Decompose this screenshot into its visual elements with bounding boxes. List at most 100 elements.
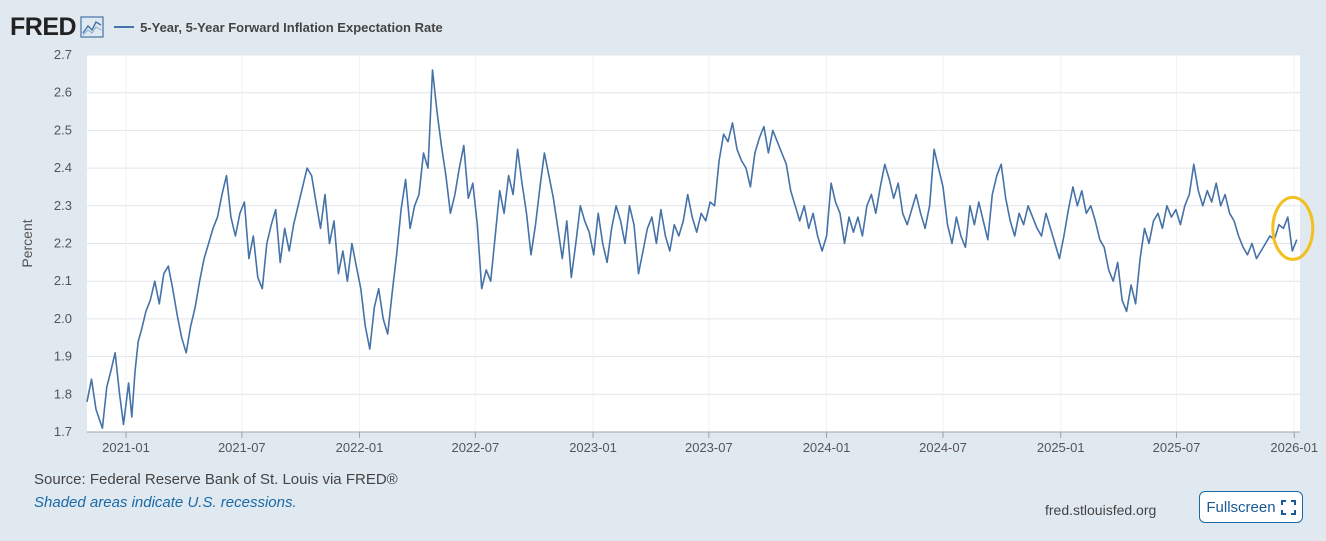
data-point[interactable] [761,124,766,129]
data-point[interactable] [255,275,260,280]
data-point[interactable] [1250,241,1255,246]
data-point[interactable] [685,192,690,197]
data-point[interactable] [614,203,619,208]
data-point[interactable] [945,222,950,227]
data-point[interactable] [726,139,731,144]
data-point[interactable] [690,215,695,220]
data-point[interactable] [408,226,413,231]
data-point[interactable] [305,166,310,171]
data-point[interactable] [860,233,865,238]
data-point[interactable] [1169,215,1174,220]
data-point[interactable] [443,173,448,178]
data-point[interactable] [1182,203,1187,208]
data-point[interactable] [873,211,878,216]
data-point[interactable] [824,233,829,238]
data-point[interactable] [806,226,811,231]
data-point[interactable] [658,207,663,212]
data-point[interactable] [1276,222,1281,227]
data-point[interactable] [1003,196,1008,201]
data-point[interactable] [296,203,301,208]
data-point[interactable] [1066,207,1071,212]
data-point[interactable] [855,215,860,220]
data-point[interactable] [900,211,905,216]
data-point[interactable] [936,166,941,171]
data-point[interactable] [1178,222,1183,227]
data-point[interactable] [269,222,274,227]
data-point[interactable] [654,241,659,246]
data-point[interactable] [596,211,601,216]
data-point[interactable] [511,192,516,197]
data-point[interactable] [591,252,596,257]
data-point[interactable] [842,241,847,246]
data-point[interactable] [1160,226,1165,231]
data-point[interactable] [215,215,220,220]
data-point[interactable] [788,188,793,193]
data-point[interactable] [1120,298,1125,303]
data-point[interactable] [399,207,404,212]
data-point[interactable] [108,369,113,374]
data-point[interactable] [242,200,247,205]
data-point[interactable] [1142,226,1147,231]
data-point[interactable] [1106,267,1111,272]
data-point[interactable] [502,211,507,216]
data-point[interactable] [224,173,229,178]
data-point[interactable] [358,286,363,291]
data-point[interactable] [457,166,462,171]
data-point[interactable] [1124,309,1129,314]
data-point[interactable] [627,203,632,208]
data-point[interactable] [954,215,959,220]
data-point[interactable] [161,271,166,276]
data-point[interactable] [1097,237,1102,242]
data-point[interactable] [260,286,265,291]
data-point[interactable] [461,143,466,148]
data-point[interactable] [273,207,278,212]
data-point[interactable] [555,226,560,231]
data-point[interactable] [132,369,137,374]
data-point[interactable] [340,249,345,254]
data-point[interactable] [649,215,654,220]
data-point[interactable] [425,166,430,171]
data-point[interactable] [412,203,417,208]
data-point[interactable] [990,192,995,197]
data-point[interactable] [578,203,583,208]
data-point[interactable] [600,241,605,246]
data-point[interactable] [448,211,453,216]
data-point[interactable] [1115,260,1120,265]
data-point[interactable] [278,260,283,265]
data-point[interactable] [126,380,131,385]
data-point[interactable] [739,158,744,163]
data-point[interactable] [349,241,354,246]
data-point[interactable] [1236,233,1241,238]
data-point[interactable] [1200,203,1205,208]
data-point[interactable] [802,203,807,208]
data-point[interactable] [251,233,256,238]
data-point[interactable] [981,218,986,223]
data-point[interactable] [999,162,1004,167]
data-point[interactable] [909,207,914,212]
data-point[interactable] [1281,226,1286,231]
data-point[interactable] [282,226,287,231]
data-point[interactable] [717,158,722,163]
data-point[interactable] [533,222,538,227]
data-point[interactable] [179,335,184,340]
data-point[interactable] [484,267,489,272]
data-point[interactable] [228,215,233,220]
data-point[interactable] [770,128,775,133]
data-point[interactable] [493,233,498,238]
data-point[interactable] [1039,233,1044,238]
data-point[interactable] [488,279,493,284]
data-point[interactable] [564,218,569,223]
data-point[interactable] [219,192,224,197]
data-point[interactable] [166,264,171,269]
data-point[interactable] [1155,211,1160,216]
data-point[interactable] [497,188,502,193]
data-point[interactable] [699,211,704,216]
data-point[interactable] [1147,241,1152,246]
data-point[interactable] [743,166,748,171]
data-point[interactable] [1030,215,1035,220]
data-point[interactable] [1191,162,1196,167]
data-point[interactable] [322,192,327,197]
data-point[interactable] [233,233,238,238]
data-point[interactable] [184,350,189,355]
data-point[interactable] [1057,256,1062,261]
